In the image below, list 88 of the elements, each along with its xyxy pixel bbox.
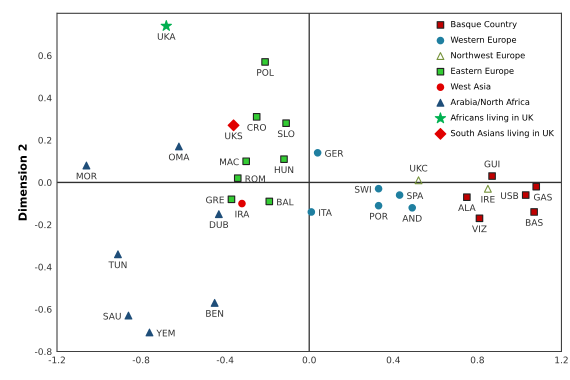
annotation: POR (370, 212, 388, 220)
point (522, 191, 530, 199)
annotation: IRA (235, 210, 250, 218)
legend-label: Basque Country (451, 20, 517, 29)
annotation: SAU (103, 312, 121, 320)
point (242, 157, 250, 166)
annotation: GUI (484, 160, 500, 168)
annotation: SPA (407, 192, 424, 200)
annotation: MOR (76, 172, 97, 180)
x-tick-label: 0.8 (470, 356, 484, 364)
annotation: BEN (206, 310, 224, 317)
x-tick-label: -0.4 (216, 356, 234, 364)
annotation: YEM (156, 330, 175, 336)
point (374, 202, 382, 210)
point (414, 176, 422, 184)
annotation: BAL (277, 198, 294, 206)
annotation: VIZ (472, 226, 487, 232)
annotation: UKA (158, 33, 176, 40)
annotation: POL (257, 69, 274, 76)
legend-label: Northwest Europe (451, 52, 525, 60)
y-tick-label: -0.8 (34, 348, 52, 356)
annotation: ALA (458, 204, 476, 211)
point (282, 119, 290, 128)
point (228, 195, 236, 204)
point (124, 312, 132, 320)
annotation: BAS (526, 219, 543, 226)
y-tick-label: -0.2 (34, 221, 52, 228)
annotation: OMA (168, 154, 190, 160)
x-tick-label: -1.2 (48, 356, 65, 364)
point (252, 113, 260, 121)
annotation: UKC (410, 164, 428, 172)
point (280, 155, 288, 163)
legend-label: Arabia/North Africa (450, 98, 530, 106)
point (214, 210, 223, 218)
x-tick-label: 0.4 (386, 356, 400, 364)
point (463, 193, 471, 202)
x-tick-label: 0.0 (302, 356, 316, 364)
point (408, 204, 416, 212)
point (396, 191, 404, 199)
annotation: GER (325, 150, 344, 157)
annotation: SWI (354, 186, 371, 193)
point (234, 174, 242, 182)
point (238, 200, 246, 208)
annotation: DUB (210, 221, 228, 228)
legend-label: West Asia (450, 83, 490, 90)
annotation: CRO (247, 124, 266, 131)
point (174, 142, 183, 150)
annotation: ITA (319, 209, 332, 216)
legend-label: Western Europe (450, 36, 516, 44)
annotation: ROM (246, 175, 265, 182)
point (82, 162, 90, 170)
legend-label: Eastern Europe (451, 68, 514, 76)
y-axis-title: Dimension 2 (18, 144, 27, 220)
annotation: IRE (481, 196, 495, 203)
annotation: GRE (206, 196, 224, 204)
annotation: HUN (274, 166, 294, 174)
point (146, 328, 154, 336)
point (114, 250, 122, 258)
y-tick-label: 0.2 (38, 136, 52, 144)
point (374, 184, 382, 193)
point (530, 208, 538, 216)
y-tick-label: -0.4 (34, 264, 52, 271)
y-tick-label: 0.4 (38, 94, 52, 102)
annotation: GAS (534, 194, 552, 201)
point (488, 172, 496, 180)
point (484, 184, 492, 193)
annotation: SLO (278, 130, 294, 138)
annotation: AND (402, 214, 422, 222)
y-tick-label: -0.6 (34, 306, 52, 313)
legend-label: Africans living in UK (450, 114, 534, 122)
x-tick-label: -0.8 (132, 356, 150, 364)
annotation: USB (501, 192, 518, 200)
point (476, 214, 484, 222)
annotation: MAC (220, 158, 239, 166)
legend-label: South Asians living in UK (450, 130, 554, 138)
point (265, 198, 274, 206)
point (314, 148, 322, 157)
x-tick-label: 1.2 (555, 356, 568, 364)
point (228, 119, 240, 132)
point (308, 208, 316, 216)
point (210, 298, 219, 307)
point (532, 182, 540, 190)
point (261, 58, 269, 66)
y-tick-label: 0.6 (38, 52, 52, 60)
annotation: TUN (108, 261, 127, 268)
y-tick-label: 0.0 (38, 179, 52, 186)
annotation: UKS (225, 132, 242, 140)
point (160, 20, 172, 31)
